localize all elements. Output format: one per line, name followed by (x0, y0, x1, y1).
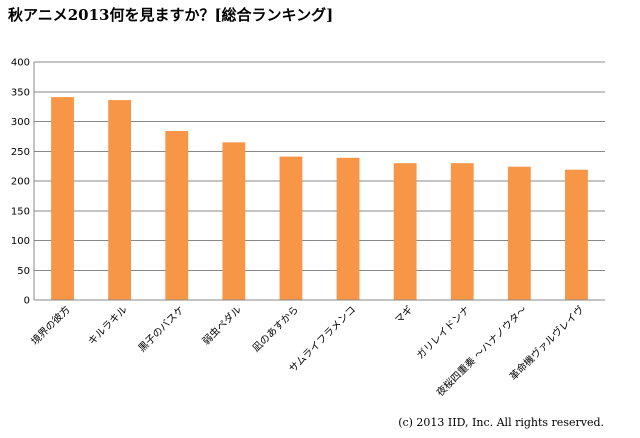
bar (393, 163, 417, 300)
chart-title: 秋アニメ2013何を見ますか？[総合ランキング] (8, 6, 334, 24)
bar (507, 166, 531, 300)
bar (108, 100, 132, 300)
y-tick-label: 200 (11, 177, 30, 188)
y-tick-label: 50 (17, 266, 30, 277)
x-category-label: 夜桜四重奏 ～ハナノウタ～ (434, 303, 530, 399)
bar (450, 163, 474, 300)
x-category-label: 黒子のバスケ (136, 304, 187, 355)
bar (565, 169, 588, 300)
bar (336, 157, 360, 300)
y-tick-label: 150 (11, 206, 30, 217)
y-tick-label: 300 (11, 117, 30, 128)
y-tick-label: 400 (11, 58, 30, 69)
bar (279, 156, 303, 300)
y-axis-ticks: 0 50 100 150 200 250 300 350 400 (11, 58, 30, 307)
x-category-label: ガリレイドンナ (414, 304, 472, 362)
bar (165, 131, 189, 300)
bar (222, 142, 246, 300)
y-tick-label: 0 (24, 296, 30, 307)
copyright-notice: (c) 2013 IID, Inc. All rights reserved. (398, 416, 604, 429)
x-category-label: 弱虫ペダル (199, 303, 244, 348)
bars (51, 97, 588, 300)
x-category-label: 境界の彼方 (28, 303, 73, 348)
bar (51, 97, 74, 300)
y-tick-label: 250 (11, 147, 30, 158)
x-category-label: 凪のあすから (250, 304, 301, 355)
y-tick-label: 100 (11, 236, 30, 247)
y-tick-label: 350 (11, 87, 30, 98)
x-category-label: マギ (393, 304, 416, 327)
axes (33, 62, 605, 301)
x-category-label: キルラキル (86, 304, 130, 348)
